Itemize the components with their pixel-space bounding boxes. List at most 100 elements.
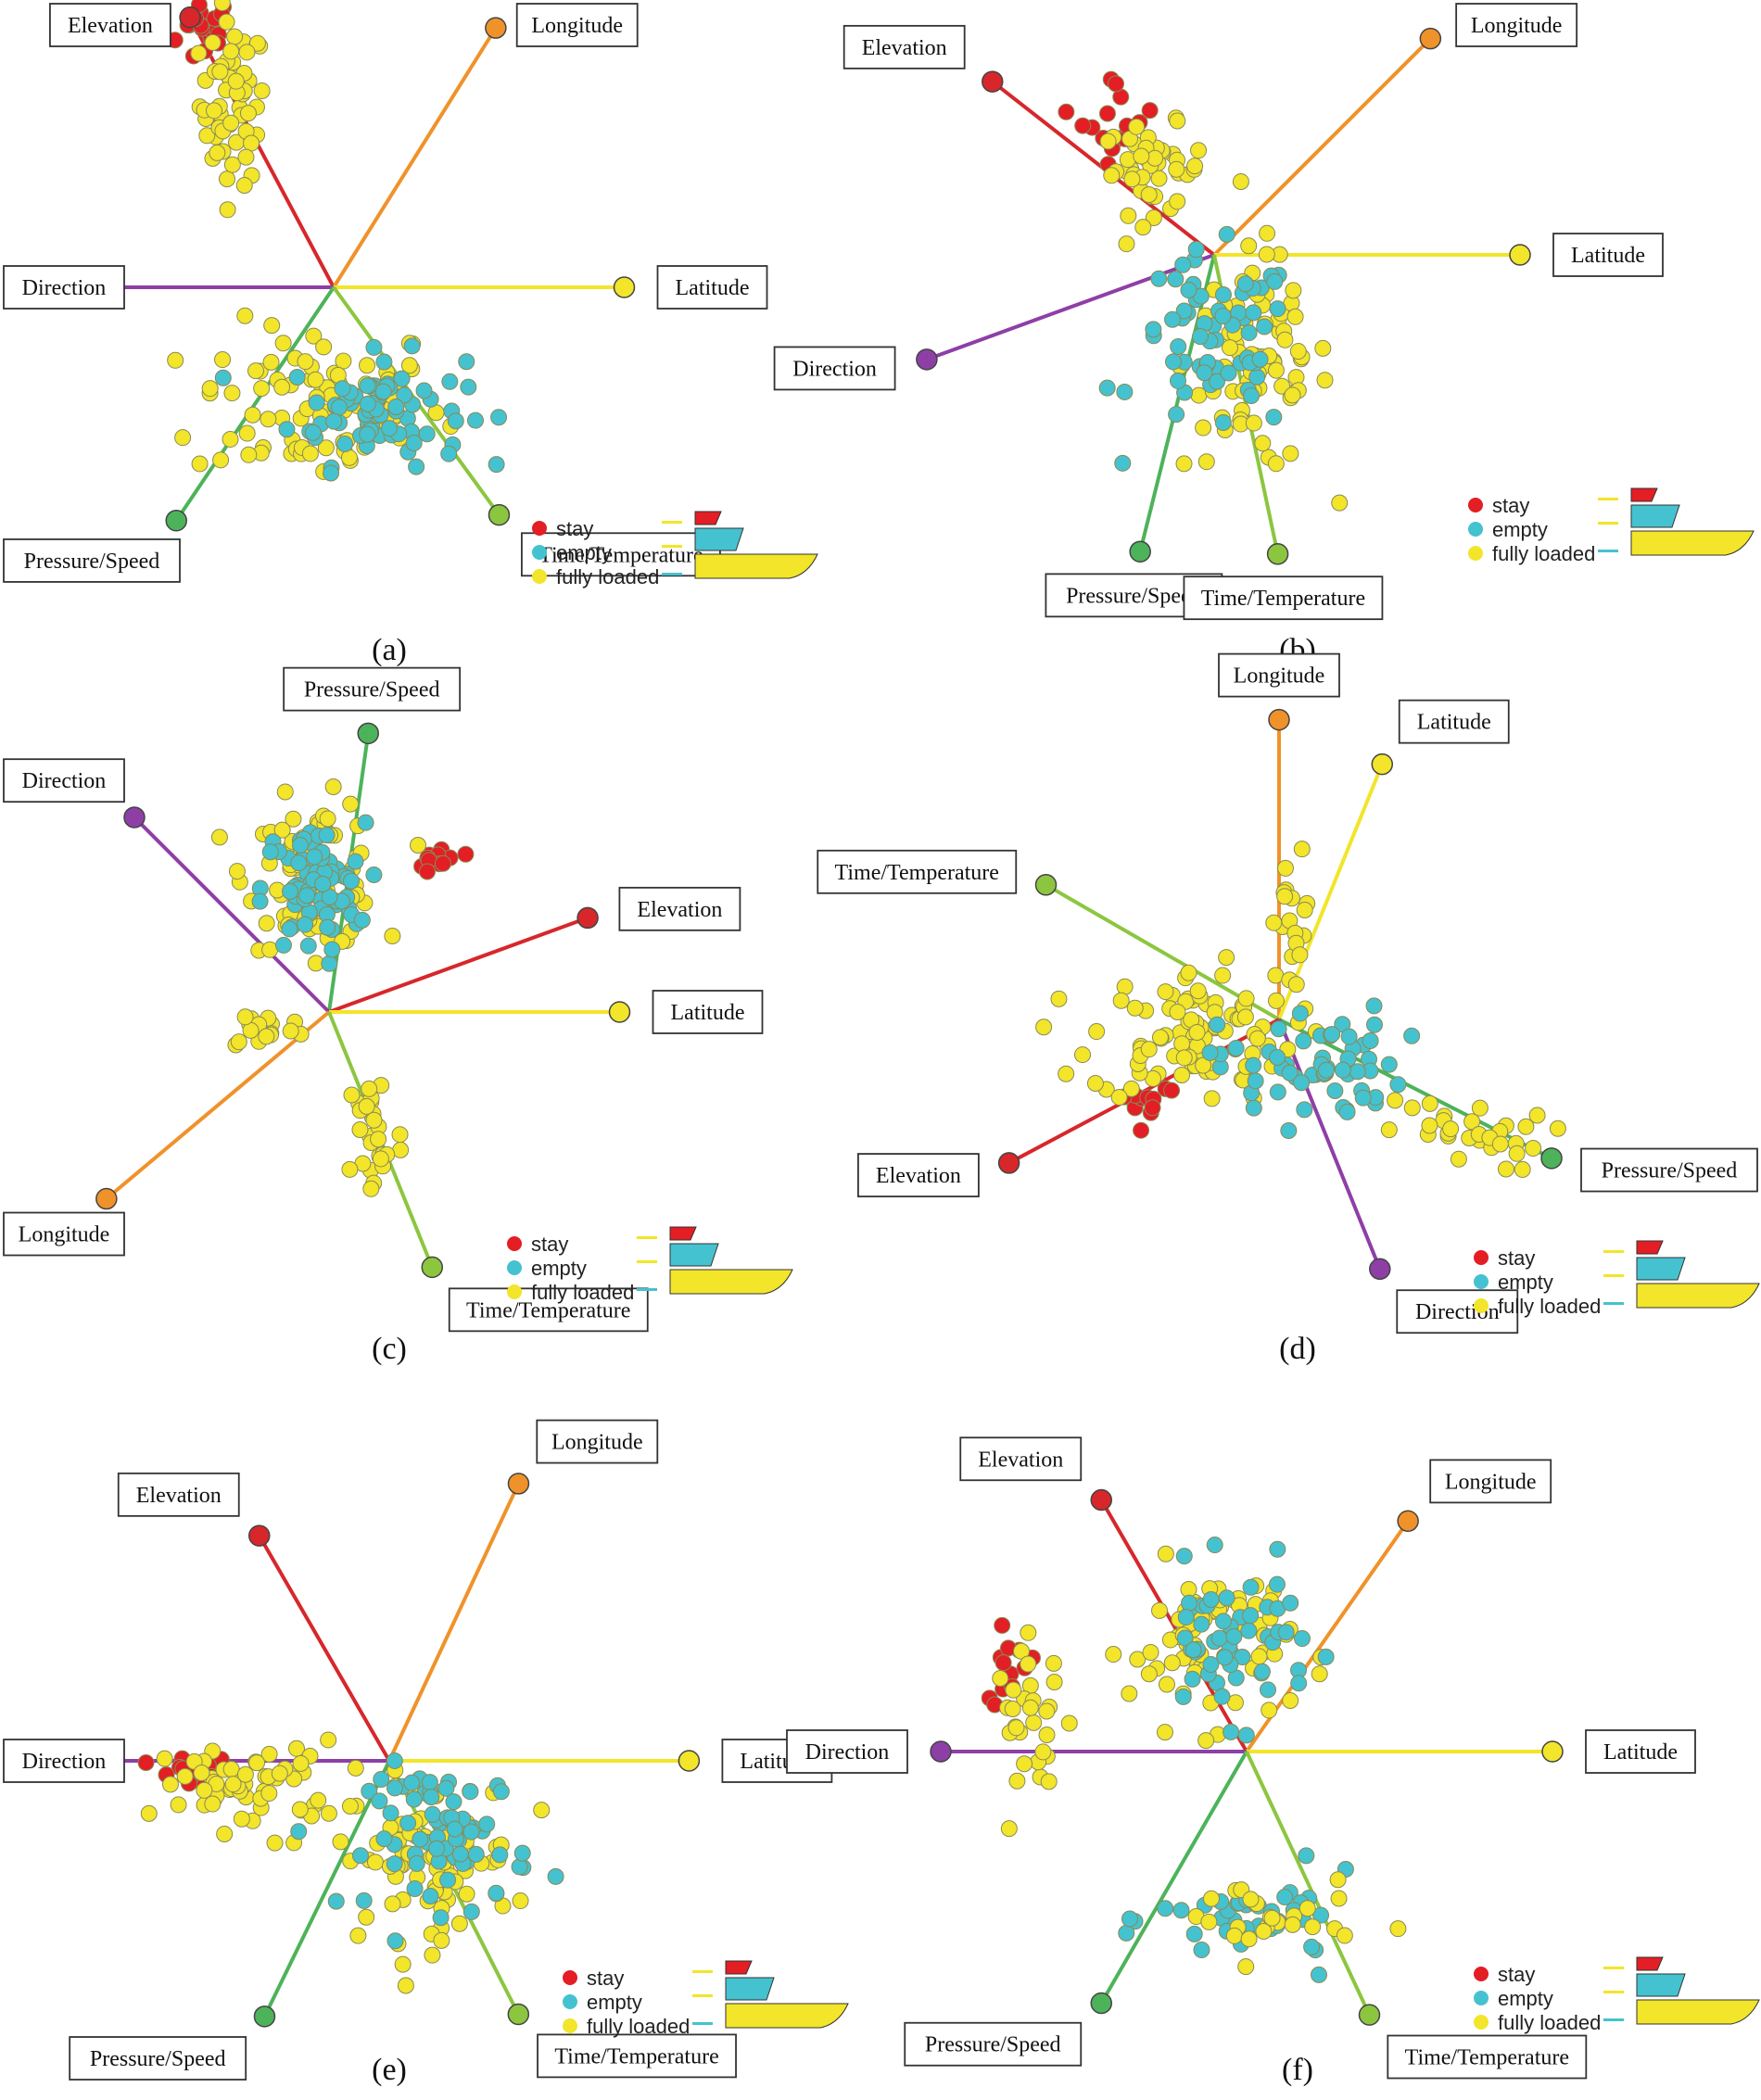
legend-label-empty: empty — [531, 1257, 587, 1280]
point-fully-loaded — [1157, 1545, 1174, 1562]
point-empty — [1214, 1613, 1232, 1630]
point-empty — [351, 1847, 369, 1865]
point-empty — [321, 955, 338, 972]
point-empty — [421, 1774, 438, 1791]
point-empty — [334, 380, 351, 398]
point-empty — [325, 412, 343, 430]
point-fully-loaded — [1267, 992, 1285, 1009]
point-fully-loaded — [1169, 1003, 1186, 1020]
svg-text:Time/Temperature: Time/Temperature — [1405, 2046, 1569, 2070]
point-stay — [418, 863, 436, 880]
axis-label-latitude: Latitude — [656, 265, 768, 310]
point-empty — [374, 383, 392, 400]
point-fully-loaded — [1304, 1918, 1322, 1936]
point-fully-loaded — [248, 34, 266, 52]
point-fully-loaded — [1202, 1890, 1220, 1907]
legend-swatch-fully-loaded — [507, 1284, 522, 1299]
point-fully-loaded — [297, 353, 314, 371]
point-fully-loaded — [319, 810, 336, 828]
point-empty — [399, 1815, 417, 1832]
point-empty — [1312, 1906, 1330, 1924]
point-fully-loaded — [1237, 1958, 1255, 1976]
axis-label-elevation: Elevation — [618, 886, 741, 931]
point-fully-loaded — [1200, 1913, 1218, 1930]
scatter-points — [137, 1731, 564, 1994]
point-fully-loaded — [1387, 1092, 1404, 1109]
point-fully-loaded — [216, 1825, 234, 1842]
point-fully-loaded — [218, 13, 235, 31]
point-empty — [445, 1793, 462, 1811]
point-empty — [1225, 1627, 1243, 1645]
point-empty — [1209, 1016, 1226, 1033]
svg-text:Time/Temperature: Time/Temperature — [466, 1298, 630, 1322]
point-empty — [467, 1845, 485, 1863]
axis-end-elevation — [997, 1152, 1020, 1174]
point-fully-loaded — [1403, 1099, 1421, 1117]
point-empty — [1349, 1063, 1366, 1081]
point-fully-loaded — [1197, 453, 1215, 471]
point-empty — [423, 1789, 440, 1806]
legend-swatch-fully-loaded — [1474, 2015, 1489, 2030]
point-stay — [1098, 105, 1116, 122]
point-empty — [437, 1779, 455, 1797]
point-empty — [405, 1790, 423, 1808]
point-fully-loaded — [1126, 999, 1144, 1017]
point-empty — [290, 1823, 308, 1841]
point-empty — [1240, 324, 1258, 342]
point-fully-loaded — [240, 446, 258, 463]
point-fully-loaded — [222, 430, 239, 448]
axis-end-time-temperature — [421, 1256, 444, 1279]
point-fully-loaded — [992, 1669, 1009, 1687]
point-empty — [343, 872, 361, 890]
point-empty — [428, 1840, 446, 1857]
axis-end-pressure-speed — [357, 722, 380, 745]
point-fully-loaded — [358, 1908, 375, 1926]
point-empty — [321, 888, 338, 905]
point-fully-loaded — [222, 1760, 240, 1777]
axis-end-longitude — [485, 17, 507, 39]
point-empty — [281, 920, 298, 938]
point-fully-loaded — [191, 455, 209, 473]
point-fully-loaded — [210, 829, 228, 846]
point-fully-loaded — [1195, 1056, 1212, 1074]
point-fully-loaded — [1285, 282, 1302, 299]
point-empty — [1202, 1656, 1220, 1674]
svg-text:Elevation: Elevation — [68, 14, 153, 38]
point-empty — [1227, 1039, 1245, 1056]
point-empty — [1295, 1032, 1312, 1050]
point-fully-loaded — [1168, 160, 1185, 178]
point-empty — [1223, 1723, 1240, 1740]
point-empty — [1201, 1044, 1219, 1061]
point-empty — [1242, 1607, 1260, 1625]
point-empty — [1338, 1103, 1356, 1120]
legend-swatch-empty — [532, 545, 547, 560]
axis-label-direction: Direction — [3, 1739, 125, 1783]
point-empty — [1290, 1675, 1308, 1692]
point-fully-loaded — [1175, 455, 1193, 473]
point-fully-loaded — [271, 1765, 288, 1782]
panel-1: Elevation Longitude Latitude Direction Press… — [3, 0, 818, 667]
point-empty — [359, 425, 376, 443]
point-empty — [415, 382, 433, 399]
axis-line-direction — [1277, 1018, 1382, 1271]
axis-line-longitude — [387, 1483, 521, 1762]
point-empty — [1240, 1622, 1258, 1639]
point-empty — [1116, 383, 1134, 400]
point-empty — [1280, 1121, 1298, 1139]
point-fully-loaded — [320, 1804, 337, 1822]
point-fully-loaded — [222, 114, 240, 132]
point-fully-loaded — [253, 82, 271, 99]
point-fully-loaded — [332, 1833, 349, 1851]
point-empty — [359, 395, 376, 412]
axis-end-elevation — [576, 906, 599, 930]
point-fully-loaded — [384, 928, 401, 945]
point-fully-loaded — [1195, 419, 1212, 436]
point-empty — [1184, 1670, 1201, 1688]
legend-label-fully-loaded: fully loaded — [587, 2015, 690, 2038]
legend-swatch-empty — [507, 1260, 522, 1275]
point-fully-loaded — [253, 380, 271, 398]
point-fully-loaded — [260, 411, 277, 428]
point-fully-loaded — [1189, 982, 1207, 1000]
